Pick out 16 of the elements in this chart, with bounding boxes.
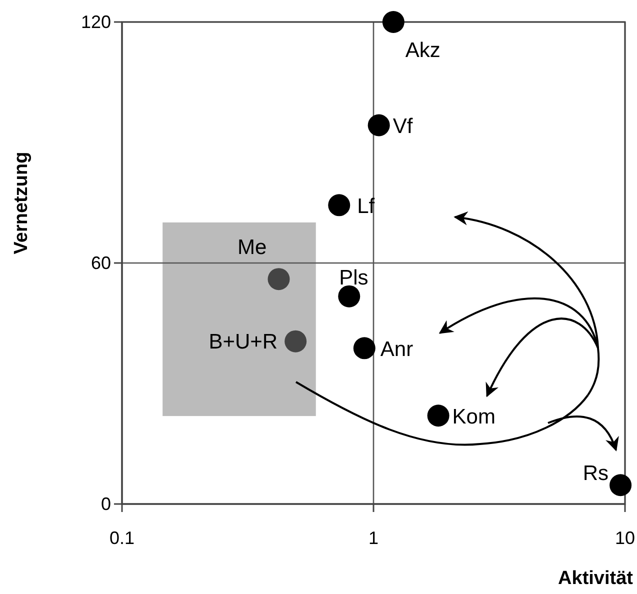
x-axis-title: Aktivität — [558, 568, 634, 589]
annotation: Vf — [392, 115, 413, 138]
y-tick-label: 0 — [100, 494, 111, 514]
annotation: Pls — [339, 266, 368, 290]
annotation: Rs — [582, 462, 609, 486]
annotation: Anr — [380, 338, 414, 362]
y-tick-label: 60 — [90, 252, 111, 273]
annotation: Akz — [405, 39, 440, 62]
annotation: Kom — [452, 406, 496, 429]
x-tick-label: 10 — [614, 528, 636, 548]
y-tick-label: 120 — [80, 12, 111, 32]
y-axis-title: Vernetzung — [11, 152, 32, 254]
annotation: B+U+R — [208, 330, 278, 354]
annotation: Me — [238, 236, 267, 260]
x-tick-label: 1 — [368, 528, 379, 548]
x-tick-label: 0.1 — [109, 528, 135, 548]
